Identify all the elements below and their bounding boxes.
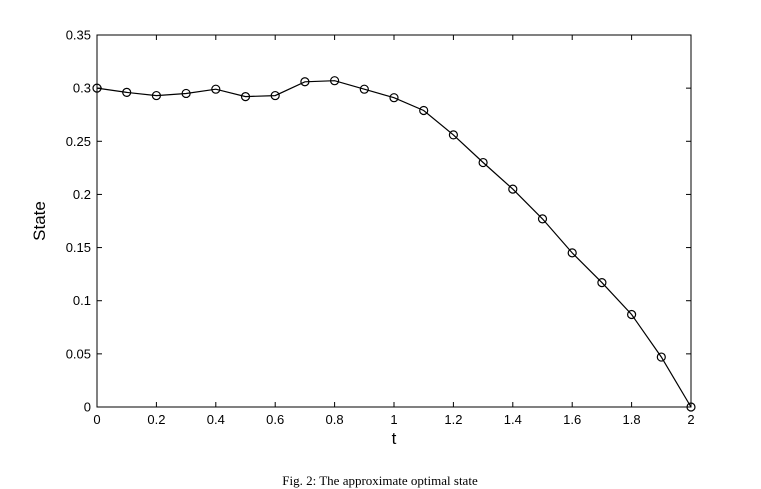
- y-tick-label: 0.1: [73, 293, 91, 308]
- data-point: [686, 402, 696, 412]
- data-point: [448, 130, 458, 140]
- data-point: [181, 88, 191, 99]
- data-point: [626, 309, 637, 320]
- y-tick-label: 0.25: [66, 134, 91, 149]
- data-point: [240, 92, 251, 102]
- data-point: [419, 105, 429, 116]
- y-tick-label: 0.35: [66, 28, 91, 43]
- x-axis-label: t: [392, 429, 397, 448]
- y-tick-label: 0.3: [73, 81, 91, 96]
- y-tick-label: 0: [84, 400, 91, 415]
- x-tick-label: 0.8: [326, 412, 344, 427]
- x-tick-label: 1: [390, 412, 397, 427]
- y-axis-label: State: [30, 201, 49, 241]
- data-point: [300, 77, 310, 87]
- x-tick-label: 0.2: [147, 412, 165, 427]
- data-point: [92, 83, 102, 93]
- y-tick-label: 0.2: [73, 187, 91, 202]
- plot-area: [96, 34, 692, 408]
- data-point: [270, 90, 280, 101]
- data-point: [389, 93, 399, 103]
- data-point: [508, 184, 518, 194]
- y-tick-label: 0.15: [66, 240, 91, 255]
- data-point: [359, 84, 369, 94]
- data-point: [478, 157, 488, 168]
- x-tick-label: 1.6: [563, 412, 581, 427]
- x-tick-label: 1.2: [444, 412, 462, 427]
- series-line: [96, 80, 692, 408]
- x-tick-label: 1.8: [623, 412, 641, 427]
- x-tick-label: 0.4: [207, 412, 225, 427]
- data-point: [537, 214, 548, 224]
- data-point: [122, 87, 132, 97]
- data-point: [597, 278, 607, 288]
- y-tick-label: 0.05: [66, 346, 91, 361]
- data-series: [92, 76, 696, 412]
- data-point: [211, 84, 221, 94]
- x-tick-label: 0.6: [266, 412, 284, 427]
- data-point: [656, 352, 666, 362]
- x-tick-label: 1.4: [504, 412, 522, 427]
- x-tick-label: 2: [687, 412, 694, 427]
- axis-ticks: 0 0.2 0.4 0.6 0.8 1 1.2 1.4 1.6 1.8 2 0 0.05 0.1 0.15 0…: [66, 28, 695, 428]
- figure-caption: Fig. 2: The approximate optimal state: [282, 473, 478, 488]
- data-point: [567, 248, 577, 258]
- data-point: [151, 90, 161, 101]
- data-point: [330, 76, 340, 86]
- x-tick-label: 0: [93, 412, 100, 427]
